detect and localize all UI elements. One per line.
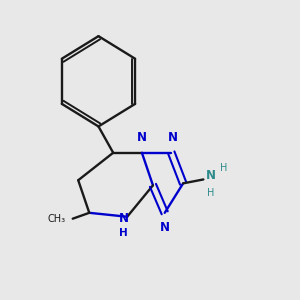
Text: N: N <box>137 130 147 143</box>
Text: N: N <box>160 221 170 234</box>
Text: H: H <box>207 188 214 198</box>
Text: H: H <box>119 228 128 238</box>
Text: N: N <box>168 130 178 143</box>
Text: N: N <box>206 169 216 182</box>
Text: N: N <box>118 212 128 225</box>
Text: H: H <box>220 164 227 173</box>
Text: CH₃: CH₃ <box>47 214 65 224</box>
